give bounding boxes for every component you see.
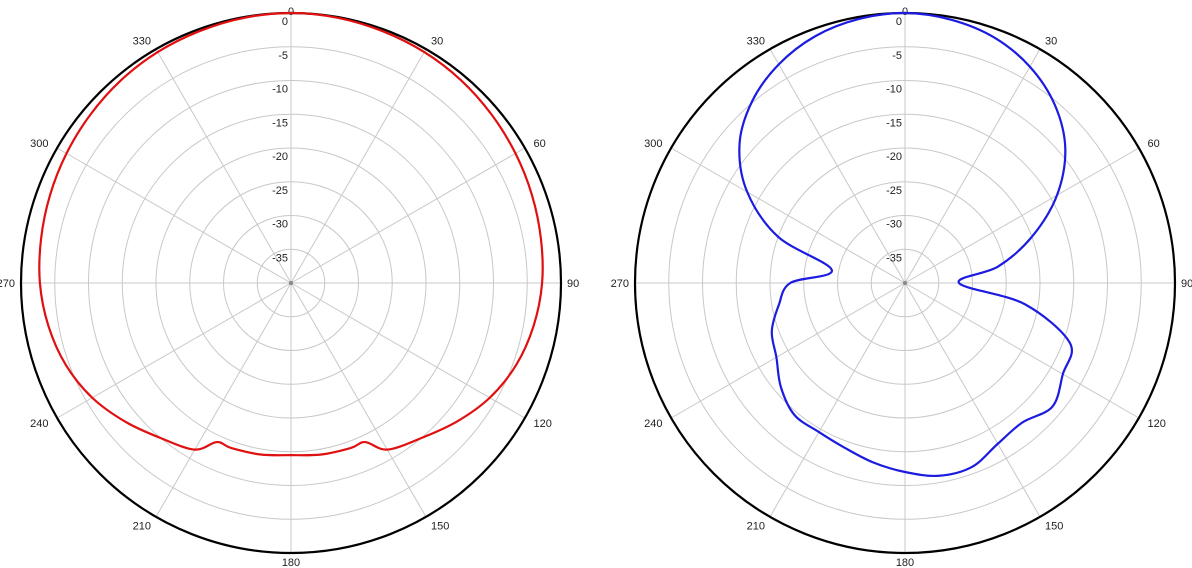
radial-tick-label: -10 (886, 84, 902, 96)
radial-tick-label: -15 (272, 117, 288, 129)
grid-spoke (56, 147, 292, 284)
radial-tick-label: -35 (272, 252, 288, 264)
angle-tick-label: 330 (747, 36, 765, 48)
radial-tick-label: -20 (886, 151, 902, 163)
angle-tick-label: 270 (611, 278, 629, 290)
radial-tick-label: -15 (886, 117, 902, 129)
center-point (903, 281, 907, 285)
angle-tick-label: 300 (644, 138, 662, 150)
angle-tick-label: 270 (0, 278, 15, 290)
angle-tick-label: 300 (30, 138, 48, 150)
angle-tick-label: 30 (431, 36, 443, 48)
grid-spoke (56, 282, 292, 419)
grid-spoke (769, 282, 906, 518)
grid-spoke (670, 282, 906, 419)
angle-tick-label: 180 (282, 557, 300, 568)
angle-tick-label: 30 (1045, 36, 1057, 48)
radial-tick-label: -25 (272, 185, 288, 197)
grid-spoke (290, 48, 427, 284)
radial-tick-label: -5 (278, 50, 288, 62)
series-line (38, 11, 544, 457)
radial-tick-label: -30 (272, 219, 288, 231)
angle-tick-label: 120 (1148, 418, 1166, 430)
radial-tick-label: -25 (886, 185, 902, 197)
angle-tick-label: 120 (534, 418, 552, 430)
angle-tick-label: 90 (567, 278, 579, 290)
grid-spoke (904, 48, 1041, 284)
angle-tick-label: 150 (1045, 521, 1063, 533)
radial-tick-label: -5 (892, 50, 902, 62)
grid-spoke (290, 282, 427, 518)
angle-tick-label: 60 (1148, 138, 1160, 150)
polar-chart-blue: 03060901201501802102402703003300-5-10-15… (611, 6, 1192, 568)
angle-tick-label: 210 (133, 521, 151, 533)
grid-spoke (155, 282, 292, 518)
grid-spoke (904, 282, 1041, 518)
radial-tick-label: 0 (896, 16, 902, 28)
polar-chart-red: 03060901201501802102402703003300-5-10-15… (0, 6, 579, 568)
radial-tick-label: -20 (272, 151, 288, 163)
grid-spoke (670, 147, 906, 284)
radial-tick-label: -30 (886, 219, 902, 231)
angle-tick-label: 240 (30, 418, 48, 430)
grid-spoke (290, 147, 526, 284)
center-point (289, 281, 293, 285)
grid-spoke (290, 282, 526, 419)
angle-tick-label: 210 (747, 521, 765, 533)
angle-tick-label: 60 (534, 138, 546, 150)
radial-tick-label: 0 (282, 16, 288, 28)
angle-tick-label: 240 (644, 418, 662, 430)
grid-spoke (769, 48, 906, 284)
radial-tick-label: -35 (886, 252, 902, 264)
angle-tick-label: 150 (431, 521, 449, 533)
series-line (738, 11, 1074, 478)
angle-tick-label: 90 (1181, 278, 1192, 290)
grid-spoke (904, 147, 1140, 284)
angle-tick-label: 330 (133, 36, 151, 48)
radial-tick-label: -10 (272, 84, 288, 96)
angle-tick-label: 180 (896, 557, 914, 568)
grid-spoke (155, 48, 292, 284)
grid-spoke (904, 282, 1140, 419)
